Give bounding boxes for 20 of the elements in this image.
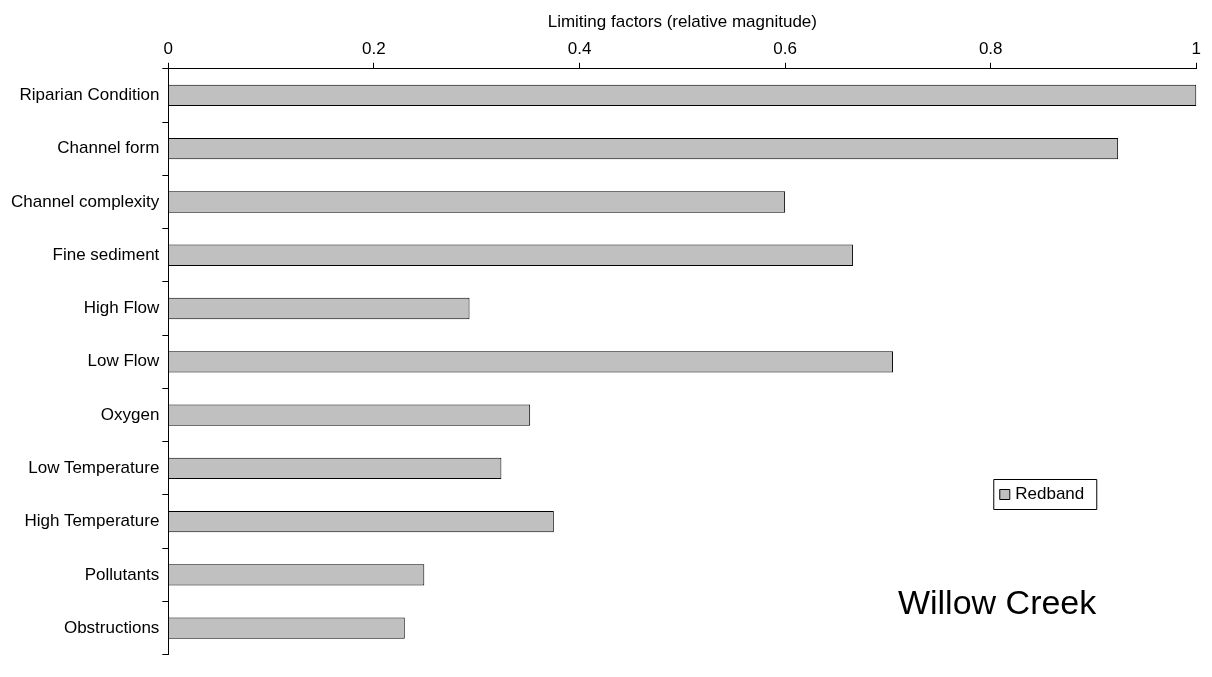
legend-label: Redband <box>1015 483 1085 503</box>
y-tick-label: Oxygen <box>100 404 160 424</box>
x-axis-title: Limiting factors (relative magnitude) <box>547 11 817 31</box>
y-tick-label: Riparian Condition <box>19 85 160 105</box>
x-tick-label: 0.6 <box>773 39 797 59</box>
y-tick-label: High Temperature <box>24 511 160 531</box>
x-tick-label: 0.2 <box>362 39 386 59</box>
x-tick-label: 0.8 <box>978 39 1003 59</box>
x-tick-label: 0.4 <box>567 39 592 59</box>
y-tick-label: Low Temperature <box>28 458 160 478</box>
x-tick-label: 1 <box>1191 39 1202 59</box>
x-tick-label: 0 <box>163 39 174 59</box>
y-tick-label: High Flow <box>83 298 161 318</box>
y-tick-label: Channel complexity <box>10 191 160 211</box>
y-tick-label: Obstructions <box>63 617 160 637</box>
y-tick-label: Pollutants <box>84 564 160 584</box>
y-tick-label: Low Flow <box>87 351 161 371</box>
y-tick-label: Fine sediment <box>52 244 160 264</box>
annotation: Willow Creek <box>897 583 1098 622</box>
y-tick-label: Channel form <box>57 138 160 158</box>
